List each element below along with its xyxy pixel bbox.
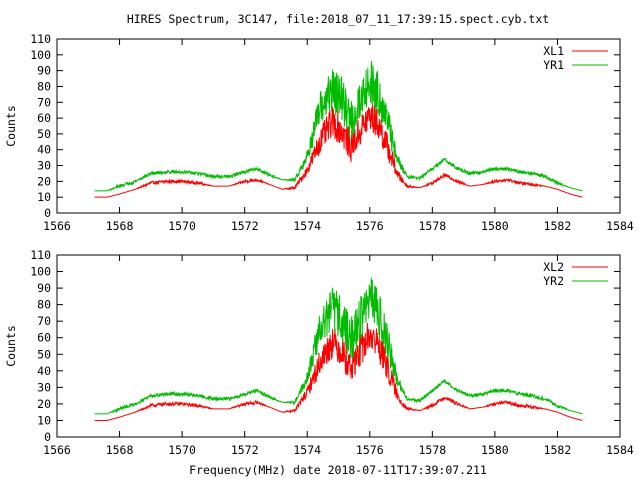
legend-label-yr2: YR2: [543, 274, 564, 288]
y-tick-label: 80: [37, 298, 51, 312]
x-tick-label: 1578: [418, 443, 446, 457]
x-tick-label: 1566: [43, 219, 71, 233]
x-tick-label: 1568: [106, 219, 134, 233]
plot-frame: [56, 38, 621, 214]
y-tick-label: 20: [37, 174, 51, 188]
series-line-yr2: [94, 277, 583, 415]
x-tick-label: 1568: [106, 443, 134, 457]
y-axis-label: Counts: [4, 325, 18, 367]
series-line-xl2: [94, 322, 583, 421]
y-tick-label: 50: [37, 127, 51, 141]
y-tick-label: 110: [30, 248, 51, 262]
plot-frame: [56, 254, 621, 438]
x-tick-label: 1566: [43, 443, 71, 457]
y-axis-label: Counts: [4, 105, 18, 147]
x-tick-label: 1582: [544, 219, 572, 233]
y-tick-label: 90: [37, 281, 51, 295]
x-tick-label: 1584: [606, 219, 634, 233]
y-tick-label: 60: [37, 111, 51, 125]
x-tick-label: 1584: [606, 443, 634, 457]
y-tick-label: 10: [37, 190, 51, 204]
y-tick-label: 70: [37, 314, 51, 328]
legend-label-xl1: XL1: [543, 44, 564, 58]
series-line-yr1: [94, 60, 583, 192]
y-tick-label: 90: [37, 64, 51, 78]
y-tick-label: 40: [37, 143, 51, 157]
x-tick-label: 1580: [481, 443, 509, 457]
legend-label-xl2: XL2: [543, 260, 564, 274]
x-axis-label: Frequency(MHz) date 2018-07-11T17:39:07.…: [189, 463, 487, 477]
y-tick-label: 60: [37, 331, 51, 345]
y-tick-label: 0: [44, 430, 51, 444]
y-tick-label: 70: [37, 95, 51, 109]
y-tick-label: 30: [37, 380, 51, 394]
x-tick-label: 1578: [418, 219, 446, 233]
y-tick-label: 0: [44, 206, 51, 220]
x-tick-label: 1574: [293, 219, 321, 233]
y-tick-label: 20: [37, 397, 51, 411]
x-tick-label: 1570: [168, 219, 196, 233]
y-tick-label: 50: [37, 347, 51, 361]
y-tick-label: 40: [37, 364, 51, 378]
x-tick-label: 1580: [481, 219, 509, 233]
y-tick-label: 10: [37, 413, 51, 427]
y-tick-label: 30: [37, 159, 51, 173]
x-tick-label: 1572: [231, 219, 259, 233]
y-tick-label: 100: [30, 48, 51, 62]
x-tick-label: 1582: [544, 443, 572, 457]
y-tick-label: 110: [30, 32, 51, 46]
x-tick-label: 1576: [356, 443, 384, 457]
y-tick-label: 80: [37, 79, 51, 93]
bottom-panel: 0 10 20 30 40 50 60 70 80 90 100 110 1566 1568 1570 157…: [4, 248, 634, 457]
x-tick-label: 1570: [168, 443, 196, 457]
x-tick-label: 1574: [293, 443, 321, 457]
legend-label-yr1: YR1: [543, 58, 564, 72]
x-tick-label: 1576: [356, 219, 384, 233]
series-line-xl1: [94, 103, 583, 198]
y-tick-label: 100: [30, 265, 51, 279]
figure-title: HIRES Spectrum, 3C147, file:2018_07_11_1…: [127, 12, 549, 26]
x-tick-label: 1572: [231, 443, 259, 457]
